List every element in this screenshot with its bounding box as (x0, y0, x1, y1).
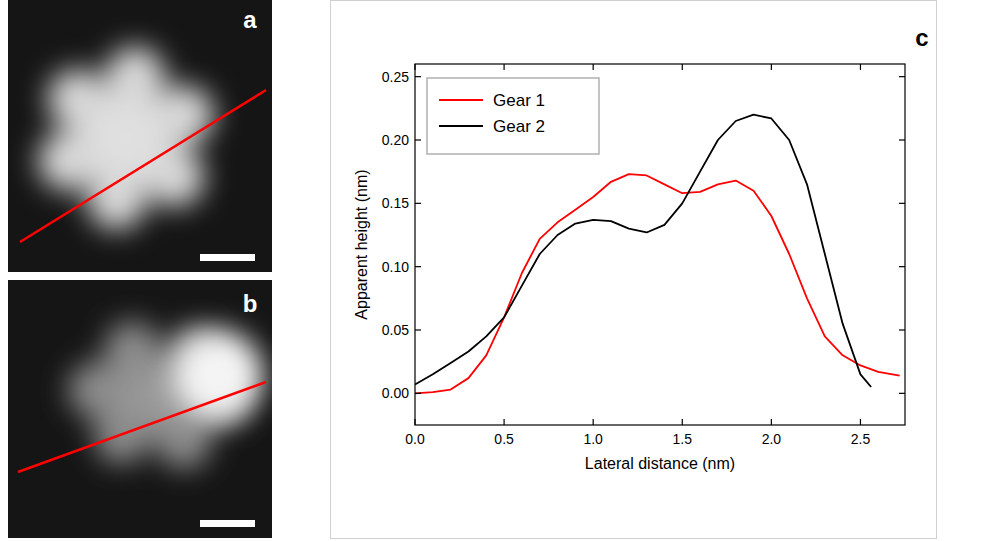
panel-label: b (243, 290, 258, 317)
y-tick-right (899, 76, 905, 77)
series-group (415, 115, 900, 394)
x-tick-top (860, 64, 861, 70)
legend-swatch (439, 125, 483, 127)
x-tick-top (593, 64, 594, 70)
plot-frame (415, 64, 905, 425)
y-tick (415, 203, 421, 204)
y-tick-label: 0.05 (382, 322, 409, 338)
y-tick-label: 0.00 (382, 385, 409, 401)
stm-image (8, 280, 272, 538)
y-tick (415, 139, 421, 140)
y-tick (415, 393, 421, 394)
series-line (415, 174, 900, 393)
y-tick-right (899, 329, 905, 330)
y-tick (415, 329, 421, 330)
y-tick (415, 76, 421, 77)
x-tick-label: 1.5 (673, 431, 693, 447)
x-tick-label: 1.0 (583, 431, 603, 447)
stm-image (8, 0, 272, 272)
gear-lobe (105, 47, 165, 107)
y-axis-title: Apparent height (nm) (353, 169, 370, 319)
gear-lobe (38, 131, 98, 191)
panel-label: a (243, 6, 257, 33)
y-tick-label: 0.10 (382, 259, 409, 275)
legend-label: Gear 2 (493, 117, 545, 136)
y-tick-right (899, 266, 905, 267)
y-tick-right (899, 203, 905, 204)
figure: a b c 0.0 0.5 1.0 1.5 2.0 2.5 0.00 0.05 0.10 0.15 0.2… (0, 0, 1000, 541)
x-tick-label: 2.5 (851, 431, 871, 447)
x-tick (414, 419, 415, 425)
panel-label: c (915, 24, 928, 51)
x-tick-label: 2.0 (762, 431, 782, 447)
y-tick (415, 266, 421, 267)
image-background (8, 0, 272, 272)
y-tick-label: 0.25 (382, 69, 409, 85)
y-tick-label: 0.20 (382, 132, 409, 148)
gear-lobe (105, 321, 161, 377)
image-background (8, 280, 272, 538)
scale-bar (200, 520, 255, 527)
x-tick-label: 0.5 (494, 431, 514, 447)
x-tick-top (682, 64, 683, 70)
legend-label: Gear 1 (493, 91, 545, 110)
x-tick-top (503, 64, 504, 70)
scale-bar (200, 254, 255, 261)
gear-lobe (155, 413, 211, 469)
legend-swatch (439, 99, 483, 101)
panel-frame (331, 1, 937, 539)
x-tick (593, 419, 594, 425)
x-tick (503, 419, 504, 425)
x-tick-top (771, 64, 772, 70)
legend: Gear 1 Gear 2 (427, 78, 599, 154)
legend-box (427, 78, 599, 154)
bright-lobe (173, 330, 263, 420)
gear-lobe (87, 169, 147, 229)
gear-lobe (154, 85, 214, 145)
y-tick-label: 0.15 (382, 195, 409, 211)
x-tick-label: 0.0 (405, 431, 425, 447)
y-tick-right (899, 139, 905, 140)
y-tick-right (899, 393, 905, 394)
gear-lobe (144, 147, 204, 207)
x-tick (771, 419, 772, 425)
x-tick-top (414, 64, 415, 70)
x-tick (682, 419, 683, 425)
x-tick (860, 419, 861, 425)
profile-line (20, 90, 266, 242)
series-line (415, 115, 871, 387)
profile-line (18, 382, 266, 472)
gear-lobe (48, 69, 108, 129)
x-axis-title: Lateral distance (nm) (585, 455, 735, 472)
